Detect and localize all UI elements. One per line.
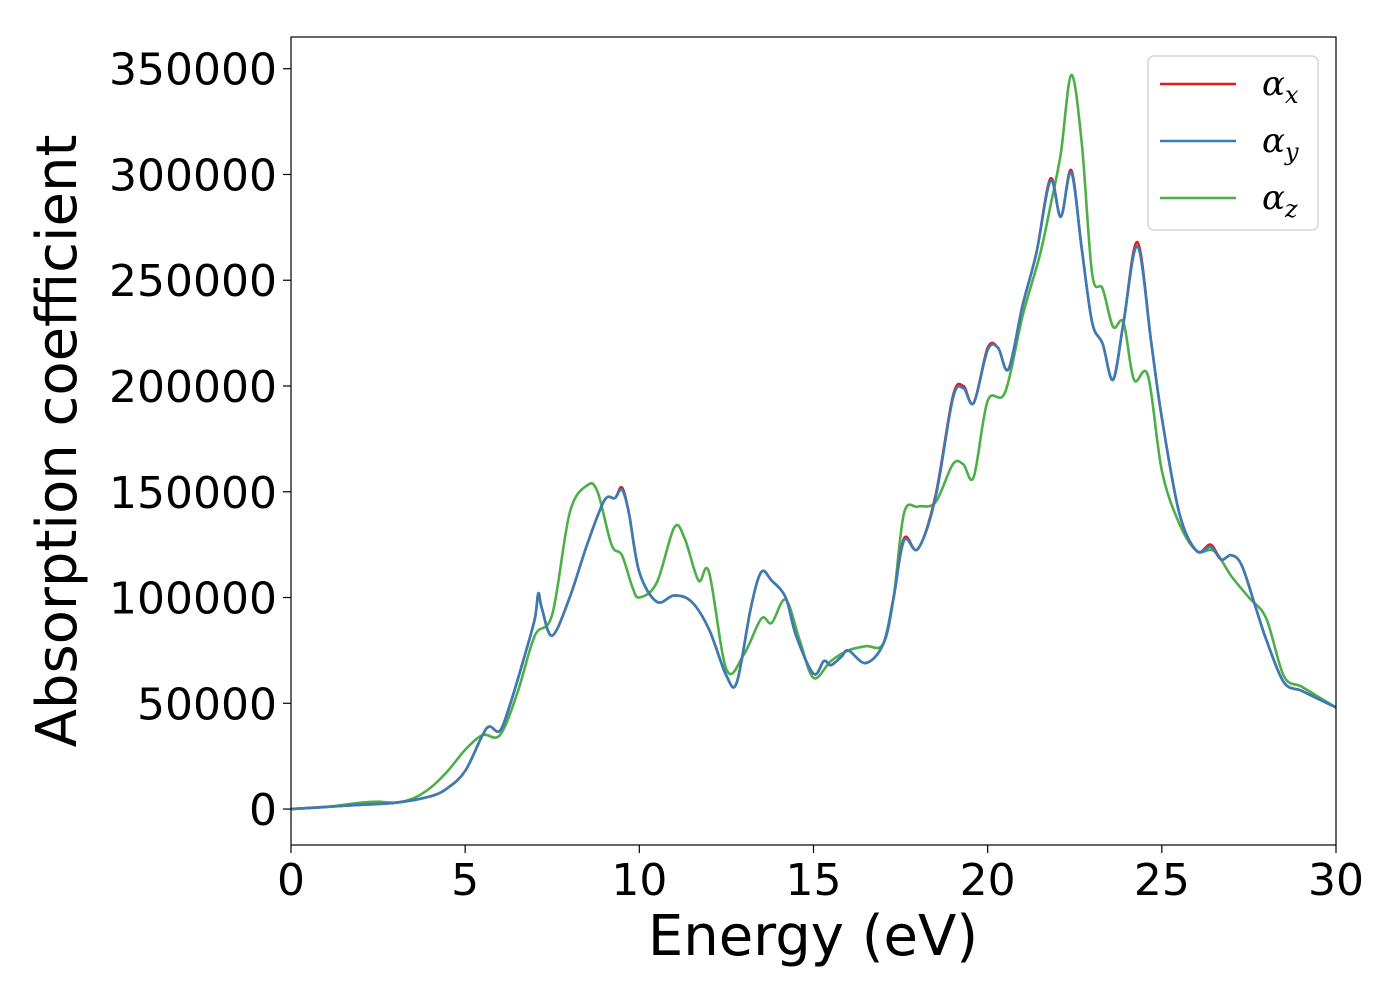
y-tick-label: 100000 xyxy=(109,574,277,625)
series-line-y xyxy=(290,171,1337,811)
x-axis: 0 5 10 15 20 25 30 xyxy=(277,845,1364,906)
y-axis: 0 50000 100000 150000 200000 250000 300000 3500… xyxy=(109,45,291,836)
y-tick-label: 0 xyxy=(249,785,277,836)
x-tick-label: 0 xyxy=(277,855,305,906)
y-tick-label: 150000 xyxy=(109,468,277,519)
y-tick-label: 300000 xyxy=(109,150,277,201)
legend-label-y: αy xyxy=(1262,121,1299,166)
y-tick-label: 200000 xyxy=(109,362,277,413)
y-tick-label: 250000 xyxy=(109,256,277,307)
y-tick-label: 50000 xyxy=(137,679,277,730)
legend: αx αy αz xyxy=(1147,55,1319,231)
plot-series-group xyxy=(290,73,1337,811)
x-tick-label: 15 xyxy=(786,855,842,906)
series-line-z xyxy=(290,73,1337,811)
legend-box xyxy=(1147,55,1319,231)
x-tick-label: 5 xyxy=(451,855,479,906)
y-axis-title: Absorption coefficient xyxy=(25,135,90,748)
x-tick-label: 25 xyxy=(1134,855,1190,906)
x-tick-label: 20 xyxy=(960,855,1016,906)
legend-label-x: αx xyxy=(1262,64,1299,109)
y-tick-label: 350000 xyxy=(109,45,277,96)
x-axis-title: Energy (eV) xyxy=(648,904,978,969)
series-line-x xyxy=(290,168,1337,811)
legend-label-z: αz xyxy=(1262,178,1298,223)
x-tick-label: 30 xyxy=(1308,855,1364,906)
x-tick-label: 10 xyxy=(611,855,667,906)
